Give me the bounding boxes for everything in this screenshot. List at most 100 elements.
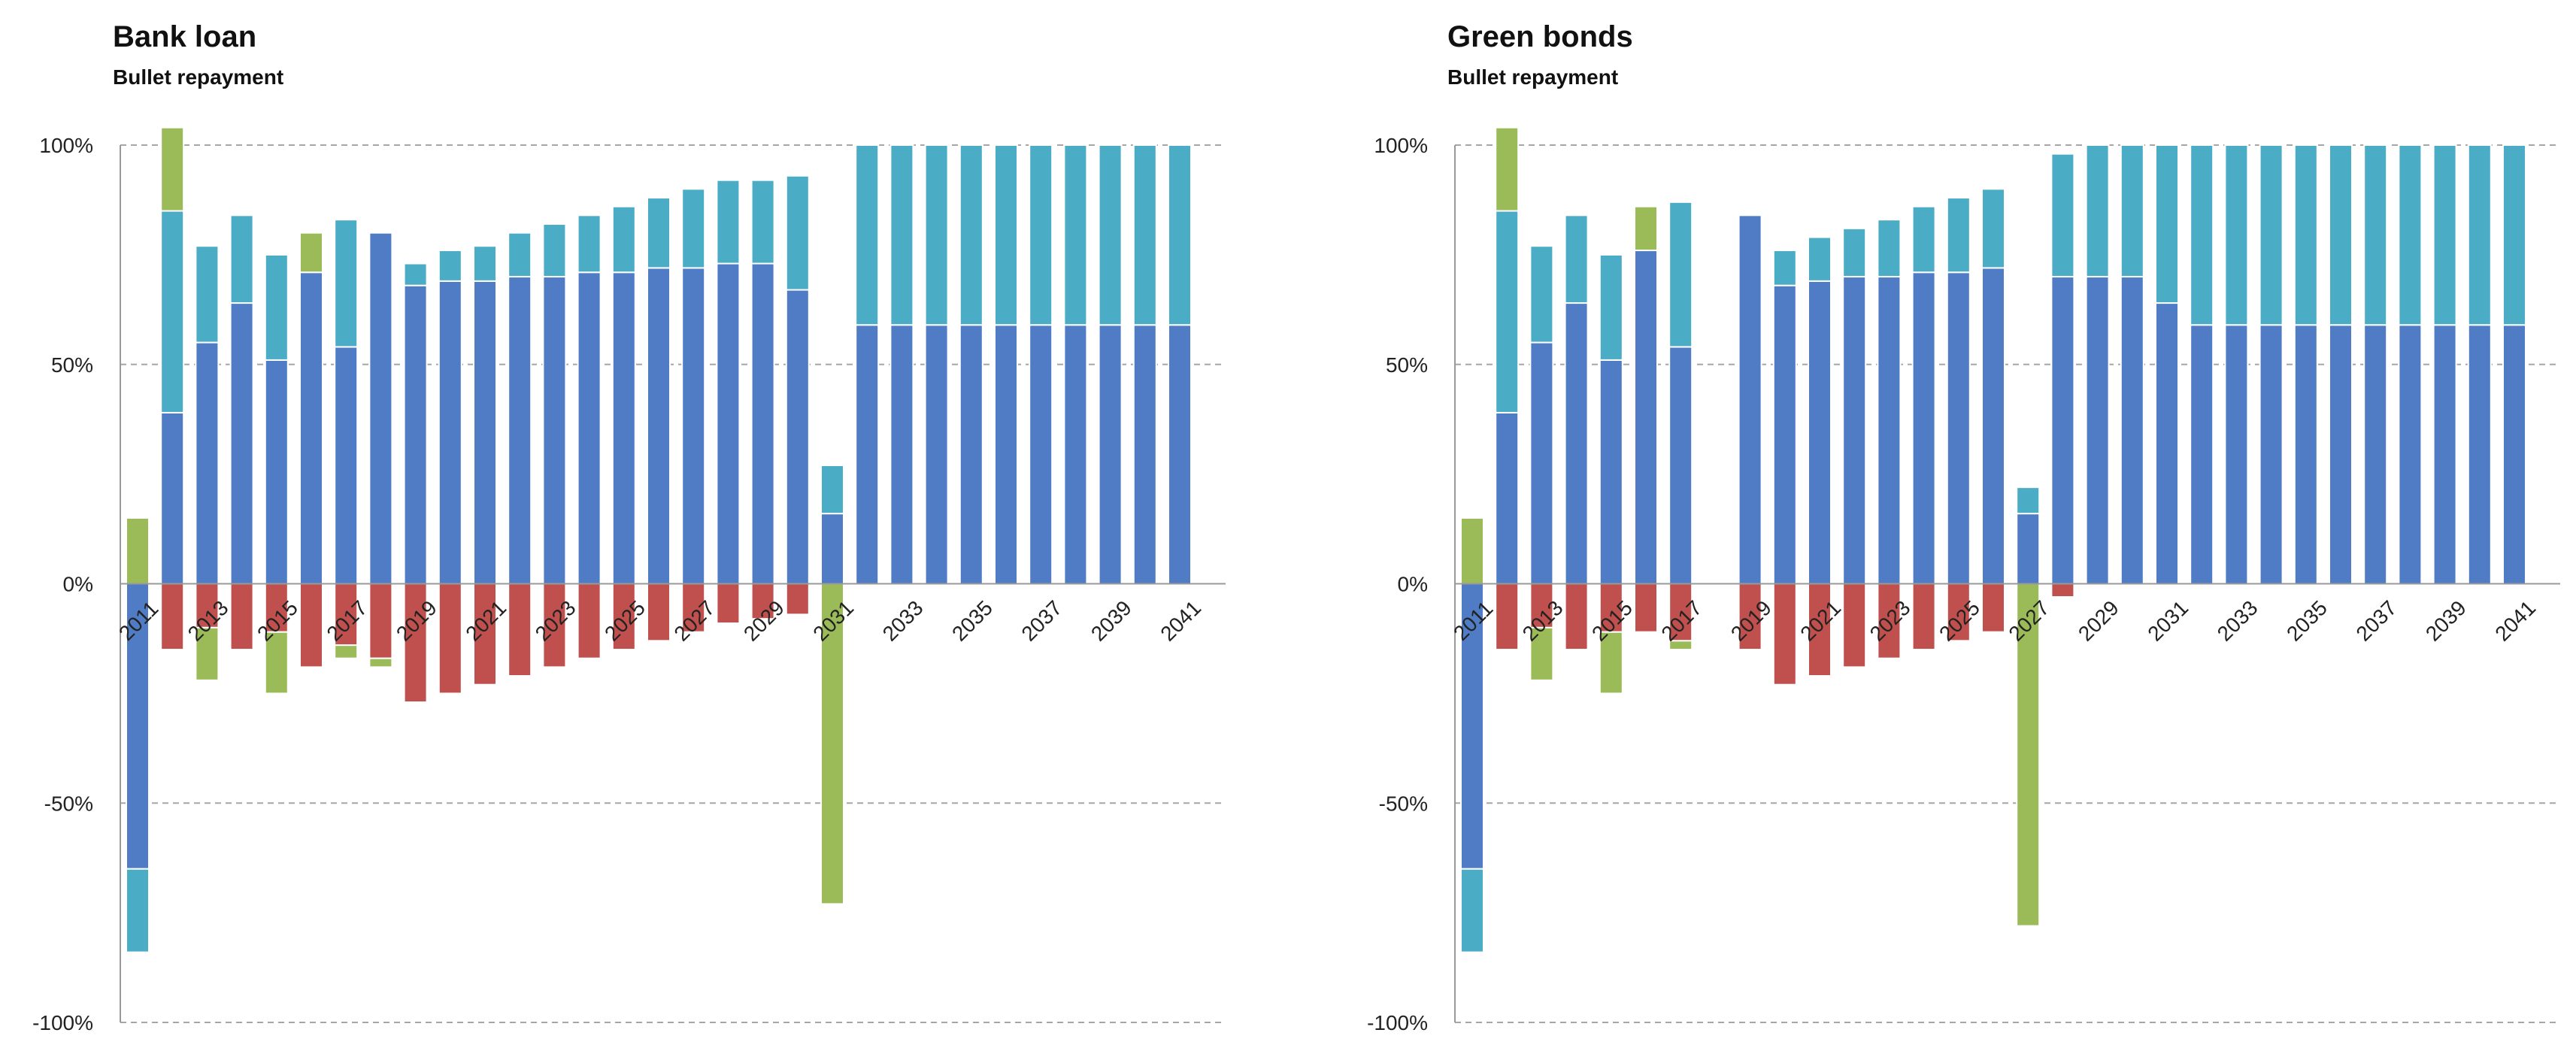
bar-segment-blue-2038 bbox=[2398, 324, 2423, 585]
bar-segment-cyan-2030 bbox=[2120, 144, 2144, 278]
bar-segment-blue-2040 bbox=[1132, 324, 1157, 585]
plot-area: 100%50%0%-50%-100%2011 2013 2015 2017 2019 20… bbox=[32, 126, 1226, 1034]
bar-segment-cyan-2014 bbox=[1564, 214, 1589, 304]
bar-segment-red-2023 bbox=[1877, 583, 1902, 659]
bar-segment-cyan-2040 bbox=[2467, 144, 2492, 326]
bar-segment-blue-2034 bbox=[924, 324, 949, 585]
bar-segment-green_neg-2018 bbox=[368, 657, 393, 668]
bar-segment-blue-2017 bbox=[334, 346, 359, 585]
bar-segment-cyan-2021 bbox=[1808, 236, 1832, 282]
bar-segment-blue-2024 bbox=[577, 271, 602, 585]
bar-segment-blue-2026 bbox=[647, 267, 671, 585]
bar-segment-red-2015 bbox=[1599, 583, 1623, 633]
bar-segment-red-2012 bbox=[1495, 583, 1520, 651]
bar-segment-red-2019 bbox=[403, 583, 428, 704]
x-tick-label: 2037 bbox=[2351, 596, 2401, 646]
bar-segment-blue-2035 bbox=[2293, 324, 2318, 585]
bar-segment-green_neg-2013 bbox=[195, 626, 220, 681]
bar-segment-cyan-2011 bbox=[126, 868, 150, 953]
bar-segment-blue-2029 bbox=[750, 262, 775, 585]
bar-segment-blue-2014 bbox=[1564, 302, 1589, 585]
bar-segment-blue-2012 bbox=[160, 411, 185, 585]
bar-segment-green_pos-2011 bbox=[1460, 516, 1484, 585]
bar-segment-blue-2039 bbox=[1098, 324, 1123, 585]
bar-segment-green_neg-2017 bbox=[1668, 640, 1693, 651]
bar-segment-red-2014 bbox=[1564, 583, 1589, 651]
bar-segment-green_neg-2015 bbox=[264, 631, 289, 695]
bar-segment-red-2024 bbox=[577, 583, 602, 659]
bar-segment-cyan-2029 bbox=[750, 179, 775, 265]
bar-segment-green_pos-2012 bbox=[160, 126, 185, 212]
bar-segment-blue-2031 bbox=[820, 513, 844, 585]
bar-segment-blue-2039 bbox=[2432, 324, 2457, 585]
x-tick-label: 2041 bbox=[2490, 596, 2540, 646]
bar-segment-cyan-2012 bbox=[160, 210, 185, 413]
bar-segment-cyan-2023 bbox=[542, 223, 567, 278]
bar-segment-blue-2020 bbox=[1772, 284, 1797, 585]
bar-segment-blue-2011 bbox=[126, 583, 150, 870]
bar-segment-blue-2019 bbox=[1738, 214, 1762, 585]
bar-segment-cyan-2036 bbox=[994, 144, 1018, 326]
bar-segment-green_neg-2031 bbox=[820, 583, 844, 905]
bar-segment-cyan-2023 bbox=[1877, 219, 1902, 278]
bar-segment-blue-2036 bbox=[994, 324, 1018, 585]
bar-segment-cyan-2015 bbox=[1599, 253, 1623, 361]
bar-segment-blue-2013 bbox=[195, 341, 220, 585]
x-tick-label: 2039 bbox=[2421, 596, 2471, 646]
bar-segment-blue-2028 bbox=[2050, 276, 2075, 585]
bar-segment-blue-2012 bbox=[1495, 411, 1520, 585]
bar-segment-red-2027 bbox=[681, 583, 706, 633]
bar-segment-blue-2037 bbox=[2363, 324, 2388, 585]
bar-segment-red-2018 bbox=[368, 583, 393, 659]
bar-segment-cyan-2026 bbox=[1981, 188, 2005, 269]
bar-segment-cyan-2031 bbox=[820, 464, 844, 515]
bar-segment-blue-2041 bbox=[2502, 324, 2526, 585]
bar-segment-blue-2023 bbox=[542, 276, 567, 585]
bar-segment-blue-2033 bbox=[2224, 324, 2249, 585]
bar-segment-green_top-2016 bbox=[1634, 205, 1658, 252]
y-tick-label: 50% bbox=[1386, 353, 1428, 377]
bar-segment-red-2014 bbox=[229, 583, 254, 651]
bar-segment-cyan-2036 bbox=[2329, 144, 2353, 326]
bar-segment-blue-2025 bbox=[611, 271, 636, 585]
bar-segment-red-2016 bbox=[1634, 583, 1658, 633]
bar-segment-red-2026 bbox=[647, 583, 671, 642]
x-tick-label: 2033 bbox=[878, 596, 928, 646]
bar-segment-blue-2029 bbox=[2085, 276, 2110, 585]
bar-segment-blue-2016 bbox=[1634, 250, 1658, 585]
bar-segment-cyan-2012 bbox=[1495, 210, 1520, 413]
bar-segment-cyan-2032 bbox=[855, 144, 880, 326]
bar-segment-cyan-2020 bbox=[1772, 250, 1797, 286]
bar-segment-red-2024 bbox=[1911, 583, 1936, 651]
x-tick-label: 2033 bbox=[2213, 596, 2262, 646]
bar-segment-blue-2017 bbox=[1668, 346, 1693, 585]
bar-segment-cyan-2031 bbox=[2155, 144, 2179, 304]
bar-segment-blue-2027 bbox=[2016, 513, 2041, 585]
bar-segment-green_pos-2011 bbox=[126, 516, 150, 585]
bar-segment-cyan-2037 bbox=[2363, 144, 2388, 326]
plot-area: 100%50%0%-50%-100%2011 2013 2015 2017 2019 20… bbox=[1367, 126, 2560, 1034]
bar-segment-cyan-2033 bbox=[2224, 144, 2249, 326]
x-tick-label: 2039 bbox=[1086, 596, 1136, 646]
bar-segment-cyan-2019 bbox=[403, 262, 428, 286]
x-tick-label: 2041 bbox=[1156, 596, 1205, 646]
y-tick-label: -50% bbox=[1379, 792, 1428, 815]
bar-segment-blue-2021 bbox=[473, 280, 497, 585]
green-bonds-chart: Green bonds Bullet repayment 100% 50% 0% -5… bbox=[1367, 20, 2560, 1034]
bar-segment-cyan-2038 bbox=[2398, 144, 2423, 326]
bar-segment-cyan-2014 bbox=[229, 214, 254, 304]
bar-segment-red-2012 bbox=[160, 583, 185, 651]
bar-segment-blue-2040 bbox=[2467, 324, 2492, 585]
x-tick-label: 2035 bbox=[2282, 596, 2332, 646]
bar-segment-red-2028 bbox=[716, 583, 741, 625]
bar-segment-cyan-2024 bbox=[577, 214, 602, 274]
x-tick-label: 2029 bbox=[739, 596, 789, 646]
bar-segment-cyan-2022 bbox=[508, 232, 532, 278]
bar-segment-cyan-2038 bbox=[1063, 144, 1088, 326]
bar-segment-cyan-2011 bbox=[1460, 868, 1484, 953]
bar-segment-blue-2023 bbox=[1877, 276, 1902, 585]
bar-segment-red-2019 bbox=[1738, 583, 1762, 651]
x-tick-label: 2035 bbox=[947, 596, 997, 646]
bar-segment-cyan-2017 bbox=[1668, 201, 1693, 348]
bar-segment-blue-2027 bbox=[681, 267, 706, 585]
